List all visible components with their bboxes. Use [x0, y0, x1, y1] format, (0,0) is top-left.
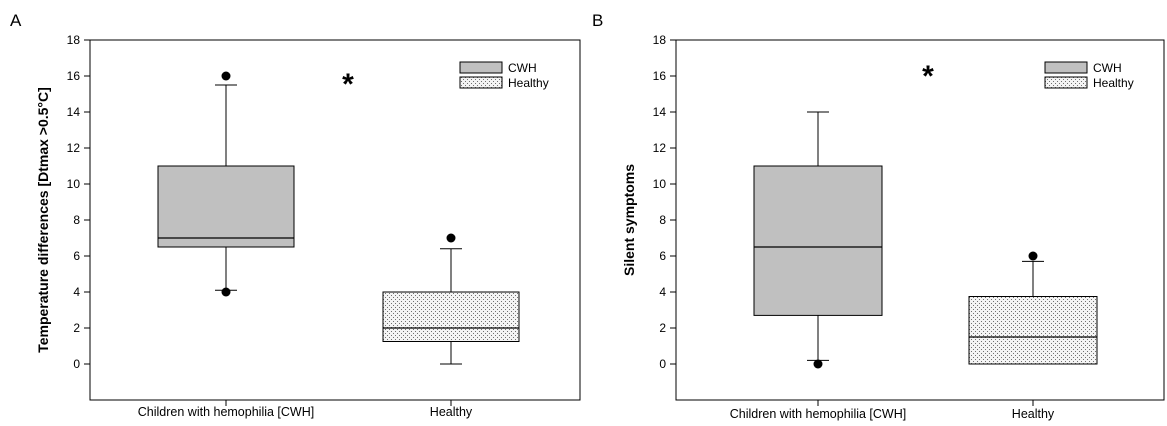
panel-label: B — [592, 11, 603, 30]
box-iqr — [753, 165, 883, 316]
box-iqr — [382, 291, 520, 342]
y-tick-label: 12 — [67, 141, 81, 155]
legend-swatch — [1044, 61, 1088, 74]
y-tick-label: 14 — [653, 105, 667, 119]
y-tick-label: 6 — [73, 249, 80, 263]
y-tick-label: 2 — [73, 321, 80, 335]
y-tick-label: 2 — [659, 321, 666, 335]
y-tick-label: 10 — [653, 177, 667, 191]
y-tick-label: 8 — [73, 213, 80, 227]
y-tick-label: 18 — [67, 33, 81, 47]
chart-panel-b: B 0 2 4 6 8 10 12 14 16 18 Silent symptoms Children … — [592, 11, 1165, 421]
y-tick-label: 0 — [73, 357, 80, 371]
legend-label: CWH — [1093, 61, 1122, 75]
box-cwh — [157, 71, 295, 297]
y-axis-label: Silent symptoms — [621, 164, 637, 276]
outlier-point — [221, 71, 231, 81]
outlier-point — [1028, 251, 1038, 261]
box-healthy — [968, 251, 1098, 365]
box-iqr — [157, 165, 295, 248]
y-tick-label: 4 — [73, 285, 80, 299]
significance-star: * — [342, 68, 354, 101]
panel-label: A — [10, 11, 22, 30]
outlier-point — [446, 233, 456, 243]
y-tick-label: 4 — [659, 285, 666, 299]
outlier-point — [221, 287, 231, 297]
x-category-label: Children with hemophilia [CWH] — [730, 407, 906, 421]
x-category-label: Healthy — [1012, 407, 1055, 421]
y-tick-label: 0 — [659, 357, 666, 371]
legend-label: Healthy — [1093, 76, 1134, 90]
box-healthy — [382, 233, 520, 365]
y-tick-label: 8 — [659, 213, 666, 227]
box-cwh — [753, 111, 883, 369]
x-category-label: Children with hemophilia [CWH] — [138, 405, 314, 419]
legend-swatch — [459, 76, 503, 89]
box-iqr — [968, 296, 1098, 365]
legend-swatch — [459, 61, 503, 74]
y-tick-label: 18 — [653, 33, 667, 47]
y-tick-label: 14 — [67, 105, 81, 119]
y-axis-label: Temperature differences [Dtmax >0.5°C] — [35, 87, 51, 353]
y-tick-label: 16 — [653, 69, 667, 83]
outlier-point — [813, 359, 823, 369]
significance-star: * — [922, 60, 934, 93]
y-tick-label: 6 — [659, 249, 666, 263]
legend-label: CWH — [508, 61, 537, 75]
y-tick-label: 16 — [67, 69, 81, 83]
legend-label: Healthy — [508, 76, 549, 90]
legend-swatch — [1044, 76, 1088, 89]
y-tick-label: 12 — [653, 141, 667, 155]
y-tick-label: 10 — [67, 177, 81, 191]
x-category-label: Healthy — [430, 405, 473, 419]
chart-panel-a: A 0 2 4 6 8 10 12 14 16 18 Temperature differences … — [10, 11, 581, 419]
